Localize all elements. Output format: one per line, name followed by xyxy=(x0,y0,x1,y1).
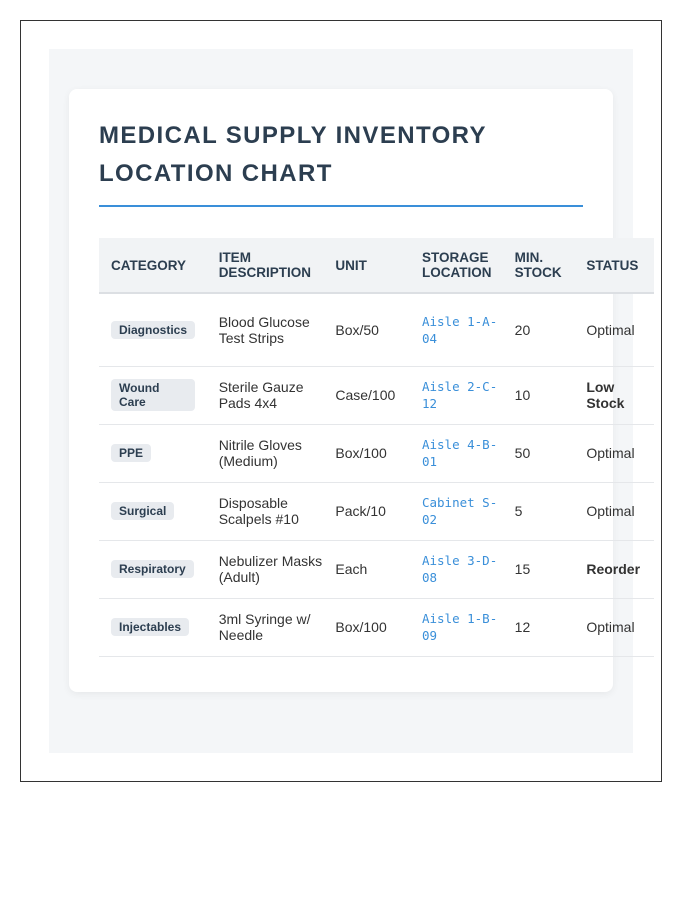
min-stock-cell: 5 xyxy=(502,482,575,541)
table-row: Respiratory Nebulizer Masks (Adult) Each… xyxy=(99,540,654,599)
location-cell: Aisle 3-D-08 xyxy=(409,540,503,599)
unit-cell: Case/100 xyxy=(323,366,410,425)
status-cell: Reorder xyxy=(574,540,654,599)
category-badge: PPE xyxy=(111,444,152,462)
header-category: CATEGORY xyxy=(99,238,207,294)
category-badge: Wound Care xyxy=(111,379,195,411)
unit-cell: Each xyxy=(323,540,410,599)
unit-cell: Box/50 xyxy=(323,293,410,367)
unit-cell: Box/100 xyxy=(323,424,410,483)
page-backdrop: MEDICAL SUPPLY INVENTORY LOCATION CHART … xyxy=(49,49,654,753)
min-stock-cell: 20 xyxy=(502,293,575,367)
table-row: Surgical Disposable Scalpels #10 Pack/10… xyxy=(99,482,654,541)
location-cell: Aisle 2-C-12 xyxy=(409,366,503,425)
storage-location: Aisle 3-D-08 xyxy=(421,553,498,585)
title-divider xyxy=(99,205,583,207)
category-badge: Surgical xyxy=(111,502,175,520)
location-cell: Aisle 1-A-04 xyxy=(409,293,503,367)
item-description: Nitrile Gloves (Medium) xyxy=(206,424,324,483)
unit-cell: Pack/10 xyxy=(323,482,410,541)
min-stock-cell: 50 xyxy=(502,424,575,483)
item-description: Disposable Scalpels #10 xyxy=(206,482,324,541)
category-badge: Diagnostics xyxy=(111,320,196,339)
item-description: 3ml Syringe w/ Needle xyxy=(206,598,324,657)
item-description: Sterile Gauze Pads 4x4 xyxy=(206,366,324,425)
table-row: Wound Care Sterile Gauze Pads 4x4 Case/1… xyxy=(99,366,654,425)
category-cell: PPE xyxy=(99,424,207,483)
category-cell: Injectables xyxy=(99,598,207,657)
page-title: MEDICAL SUPPLY INVENTORY LOCATION CHART xyxy=(99,122,487,187)
header-storage-location: STORAGE LOCATION xyxy=(409,238,503,294)
status-cell: Optimal xyxy=(574,598,654,657)
location-cell: Cabinet S-02 xyxy=(409,482,503,541)
category-cell: Diagnostics xyxy=(99,293,207,367)
category-badge: Respiratory xyxy=(111,560,194,578)
min-stock-cell: 12 xyxy=(502,598,575,657)
page-frame: MEDICAL SUPPLY INVENTORY LOCATION CHART … xyxy=(20,20,662,782)
location-cell: Aisle 4-B-01 xyxy=(409,424,503,483)
category-cell: Surgical xyxy=(99,482,207,541)
storage-location: Aisle 2-C-12 xyxy=(421,379,498,411)
item-description: Nebulizer Masks (Adult) xyxy=(206,540,324,599)
category-badge: Injectables xyxy=(111,618,190,636)
storage-location: Cabinet S-02 xyxy=(421,495,498,527)
category-cell: Respiratory xyxy=(99,540,207,599)
status-cell: Low Stock xyxy=(574,366,654,425)
table-row: PPE Nitrile Gloves (Medium) Box/100 Aisl… xyxy=(99,424,654,483)
header-status: STATUS xyxy=(574,238,654,294)
status-cell: Optimal xyxy=(574,293,654,367)
status-cell: Optimal xyxy=(574,424,654,483)
min-stock-cell: 10 xyxy=(502,366,575,425)
table-header-row: CATEGORY ITEM DESCRIPTION UNIT STORAGE L… xyxy=(99,238,654,294)
inventory-card: MEDICAL SUPPLY INVENTORY LOCATION CHART … xyxy=(69,89,654,692)
unit-cell: Box/100 xyxy=(323,598,410,657)
header-min-stock: MIN. STOCK xyxy=(502,238,575,294)
header-unit: UNIT xyxy=(323,238,410,294)
status-cell: Optimal xyxy=(574,482,654,541)
category-cell: Wound Care xyxy=(99,366,207,425)
storage-location: Aisle 4-B-01 xyxy=(421,437,498,469)
inventory-table: CATEGORY ITEM DESCRIPTION UNIT STORAGE L… xyxy=(99,238,654,657)
storage-location: Aisle 1-A-04 xyxy=(421,313,498,346)
item-description: Blood Glucose Test Strips xyxy=(206,293,324,367)
location-cell: Aisle 1-B-09 xyxy=(409,598,503,657)
table-row: Diagnostics Blood Glucose Test Strips Bo… xyxy=(99,293,654,367)
header-item-description: ITEM DESCRIPTION xyxy=(206,238,324,294)
table-row: Injectables 3ml Syringe w/ Needle Box/10… xyxy=(99,598,654,657)
min-stock-cell: 15 xyxy=(502,540,575,599)
storage-location: Aisle 1-B-09 xyxy=(421,611,498,643)
